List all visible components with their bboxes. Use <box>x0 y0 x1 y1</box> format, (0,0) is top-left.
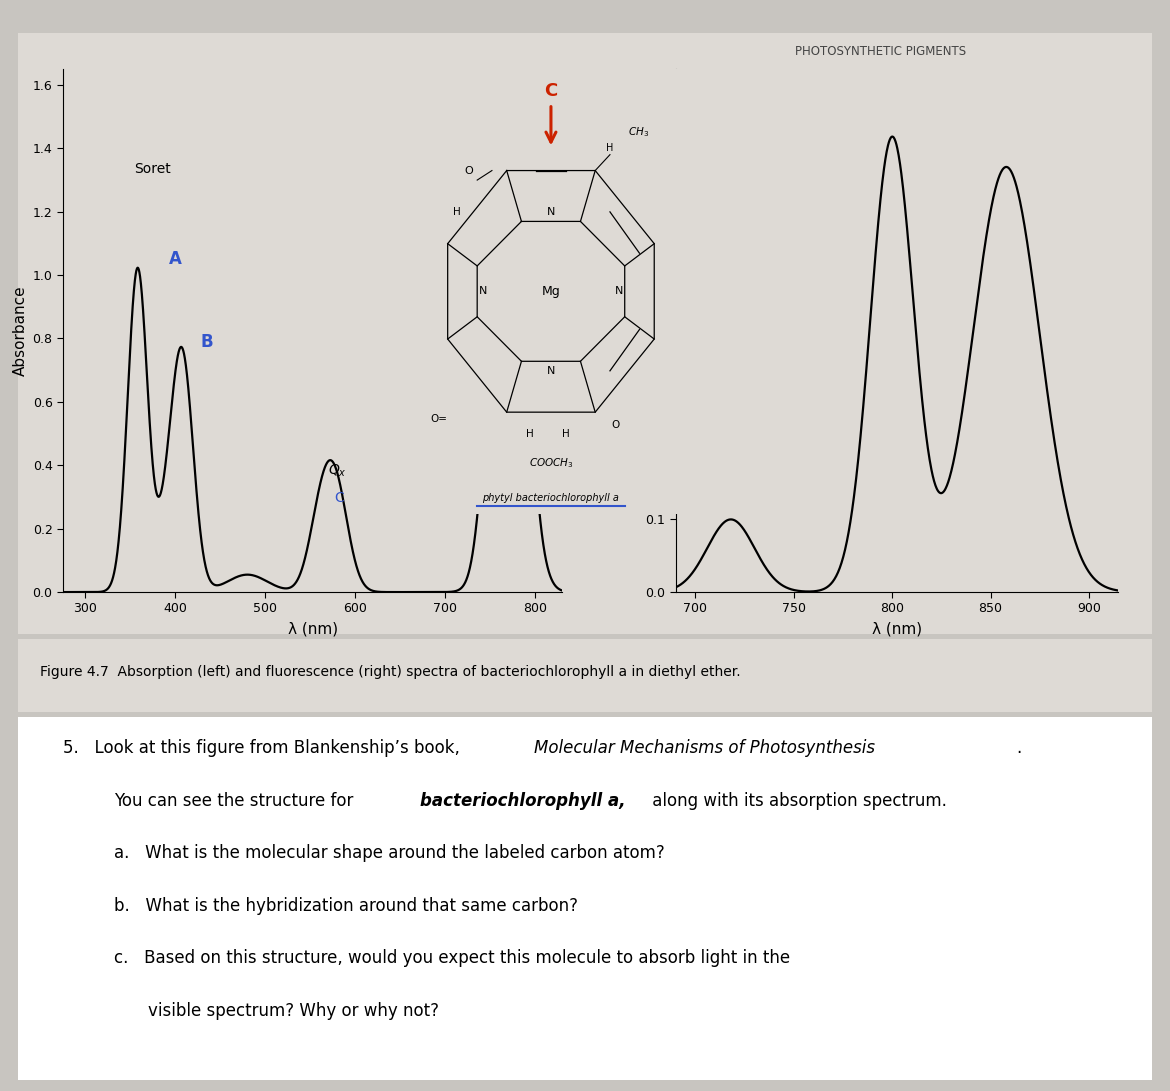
Text: PHOTOSYNTHETIC PIGMENTS: PHOTOSYNTHETIC PIGMENTS <box>794 45 965 58</box>
Text: 5.   Look at this figure from Blankenship’s book,: 5. Look at this figure from Blankenship’… <box>63 739 464 757</box>
Text: c.   Based on this structure, would you expect this molecule to absorb light in : c. Based on this structure, would you ex… <box>113 949 790 968</box>
Text: b.   What is the hybridization around that same carbon?: b. What is the hybridization around that… <box>113 897 578 914</box>
Text: Molecular Mechanisms of Photosynthesis: Molecular Mechanisms of Photosynthesis <box>534 739 875 757</box>
Text: visible spectrum? Why or why not?: visible spectrum? Why or why not? <box>149 1002 439 1020</box>
Text: .: . <box>1017 739 1021 757</box>
Text: a.   What is the molecular shape around the labeled carbon atom?: a. What is the molecular shape around th… <box>113 844 665 862</box>
Text: Figure 4.7  Absorption (left) and fluorescence (right) spectra of bacteriochloro: Figure 4.7 Absorption (left) and fluores… <box>40 666 741 679</box>
Text: bacteriochlorophyll a,: bacteriochlorophyll a, <box>420 792 626 810</box>
Text: You can see the structure for: You can see the structure for <box>113 792 359 810</box>
Text: along with its absorption spectrum.: along with its absorption spectrum. <box>647 792 948 810</box>
